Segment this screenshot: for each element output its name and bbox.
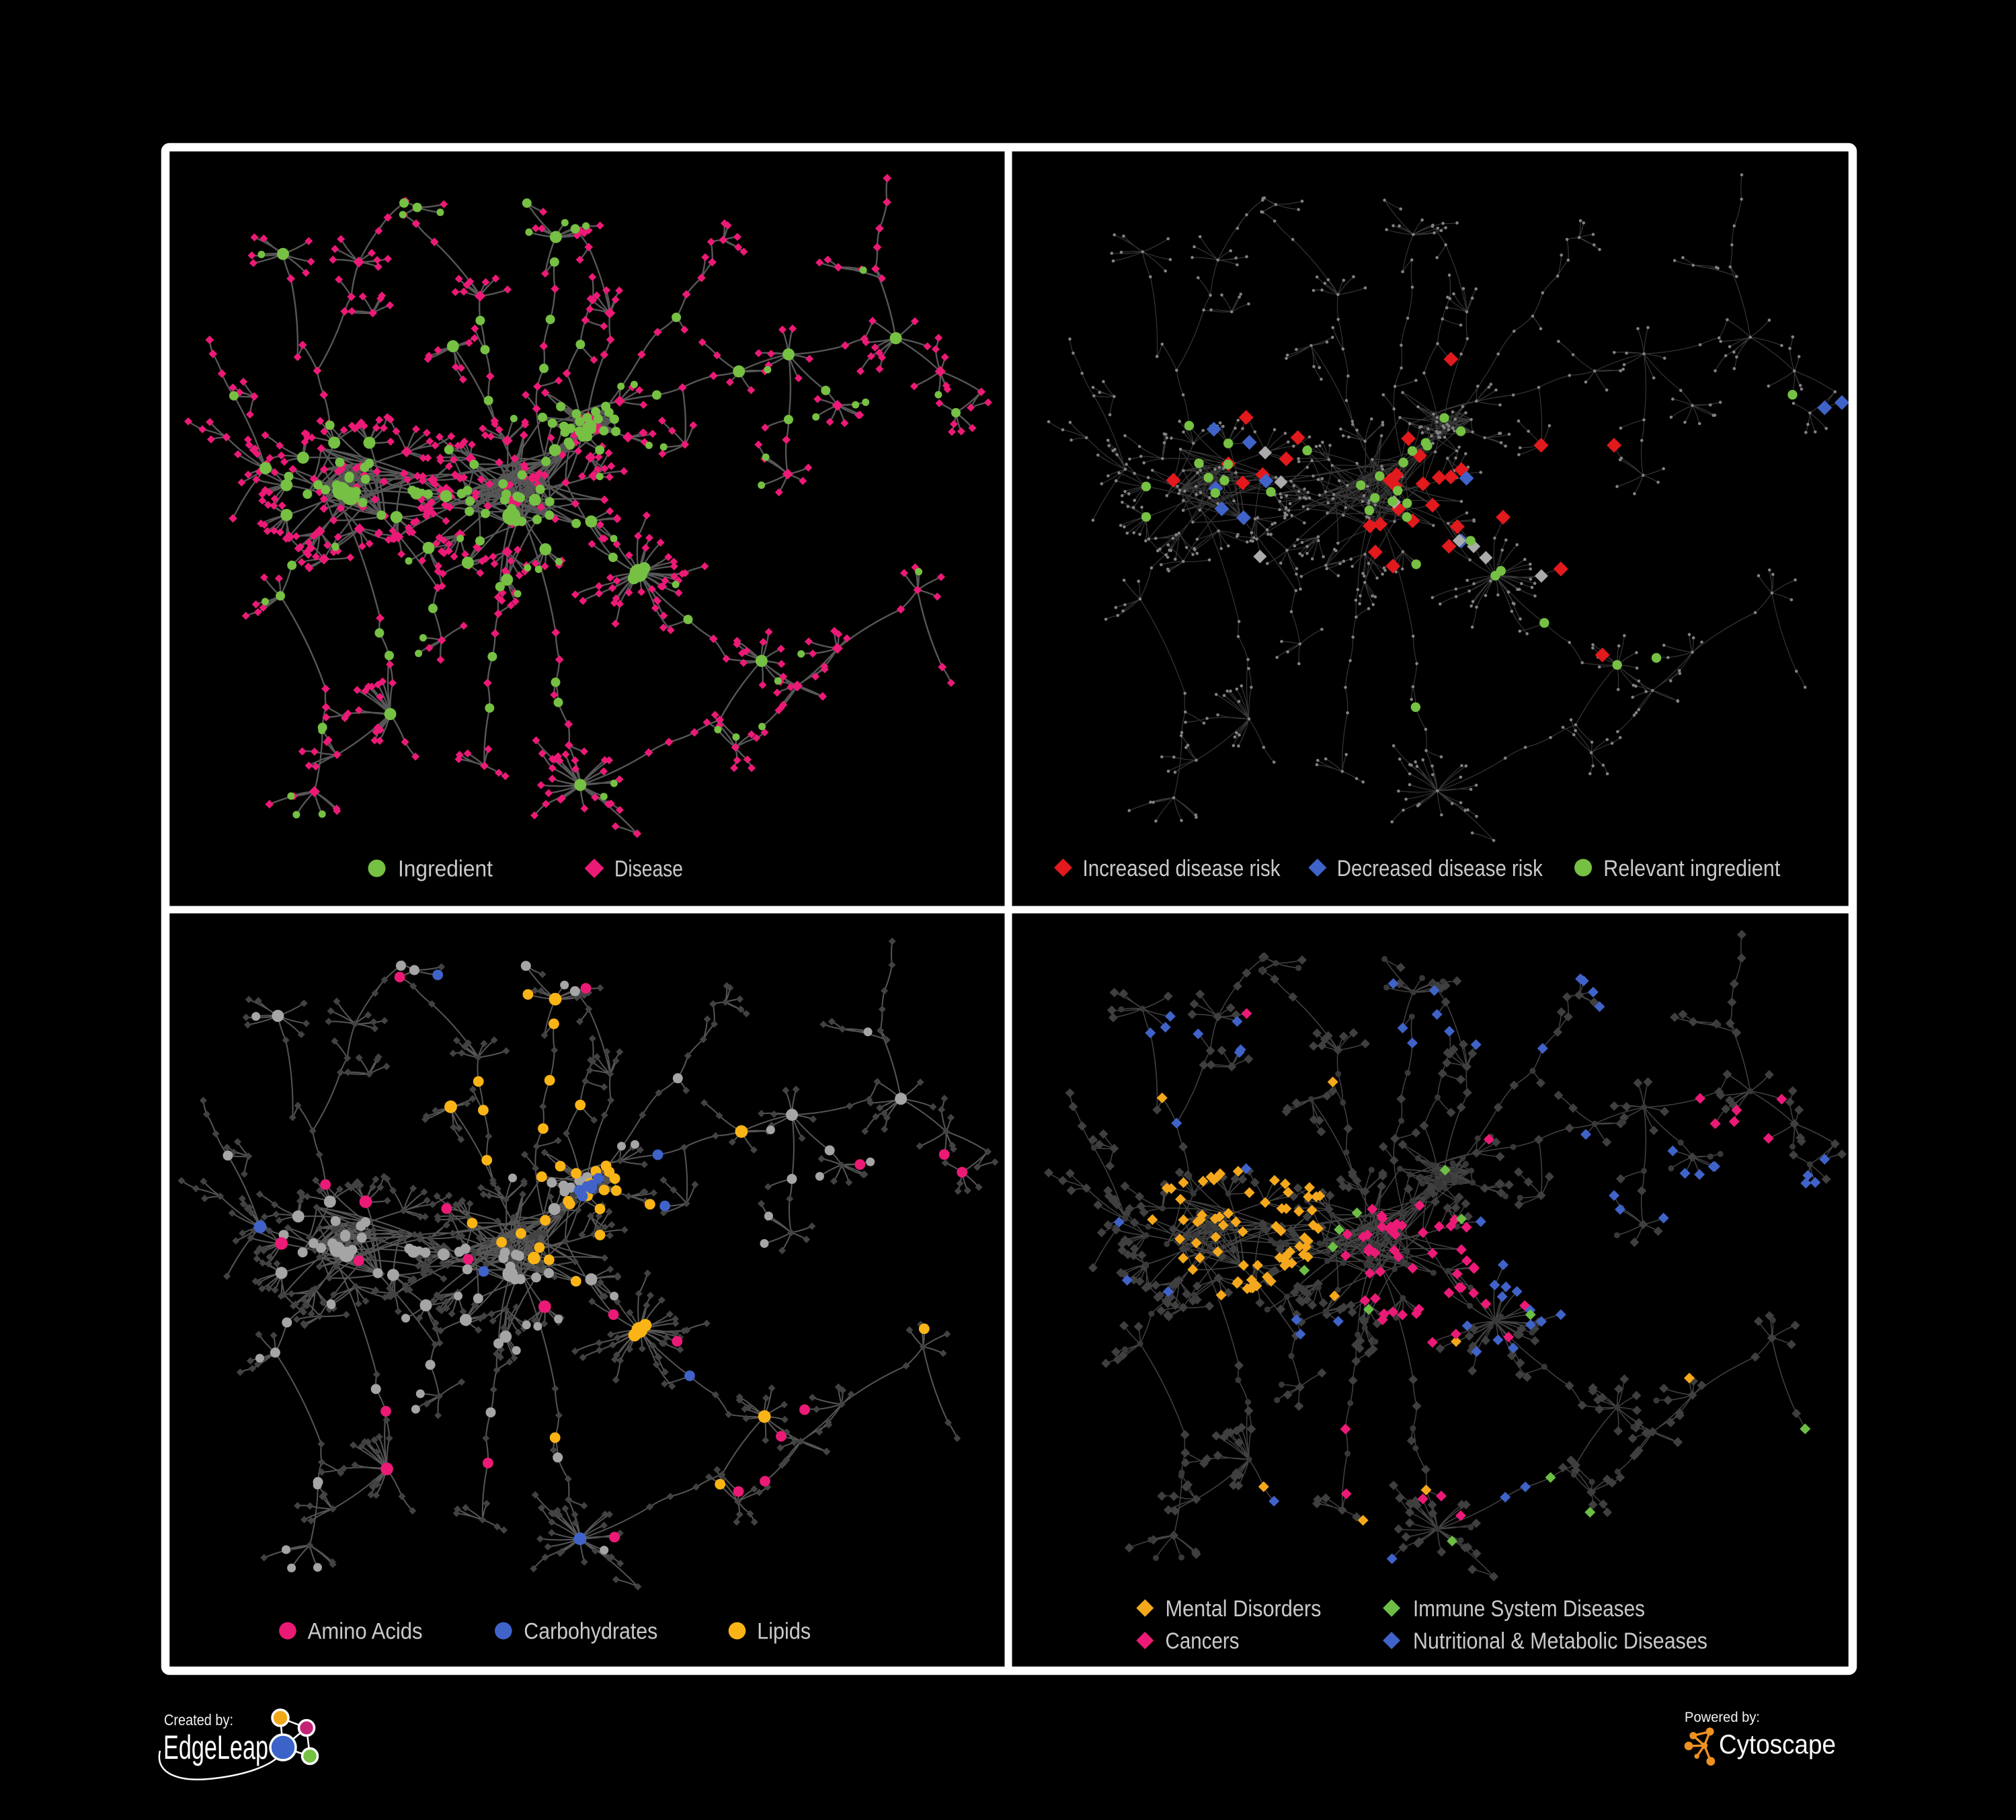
svg-text:Created by:: Created by:	[164, 1711, 233, 1729]
svg-text:Cancers: Cancers	[1166, 1628, 1240, 1654]
svg-text:EdgeLeap: EdgeLeap	[163, 1729, 268, 1766]
svg-text:Cytoscape: Cytoscape	[1719, 1730, 1836, 1759]
svg-text:Powered by:: Powered by:	[1685, 1710, 1760, 1725]
svg-text:Ingredient: Ingredient	[398, 857, 493, 882]
svg-text:Immune System Diseases: Immune System Diseases	[1413, 1596, 1645, 1622]
svg-text:Disease: Disease	[614, 857, 683, 882]
svg-text:Lipids: Lipids	[757, 1619, 811, 1645]
svg-text:Relevant ingredient: Relevant ingredient	[1603, 856, 1780, 881]
svg-text:Mental Disorders: Mental Disorders	[1166, 1596, 1322, 1622]
svg-text:Decreased disease risk: Decreased disease risk	[1337, 856, 1543, 881]
svg-text:Nutritional & Metabolic Diseas: Nutritional & Metabolic Diseases	[1413, 1628, 1707, 1654]
svg-text:Carbohydrates: Carbohydrates	[524, 1619, 657, 1645]
svg-text:Increased disease risk: Increased disease risk	[1083, 856, 1281, 881]
svg-text:Amino Acids: Amino Acids	[308, 1619, 423, 1645]
